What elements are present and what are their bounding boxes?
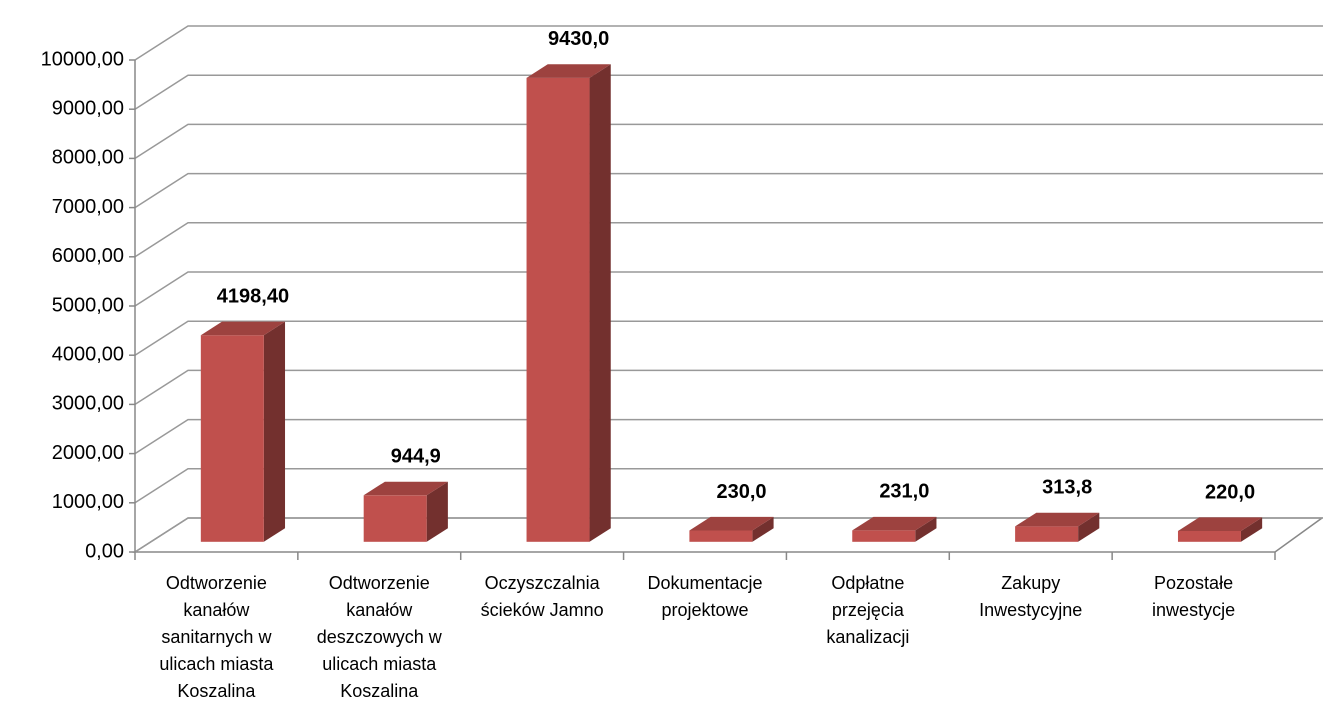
value-label: 4198,40 xyxy=(217,286,289,308)
bar xyxy=(526,77,590,542)
y-tick-label: 0,00 xyxy=(85,540,124,562)
grid-line xyxy=(134,517,1323,553)
bar-top xyxy=(526,64,611,78)
bar-top xyxy=(200,321,286,336)
bar-top xyxy=(1177,517,1263,531)
bar-side xyxy=(589,64,611,542)
bar xyxy=(1015,526,1079,542)
value-label: 944,9 xyxy=(391,446,441,468)
grid-line xyxy=(134,418,1323,455)
value-label: 231,0 xyxy=(879,481,929,503)
bar xyxy=(1177,530,1241,542)
value-label: 313,8 xyxy=(1042,477,1092,499)
grid-line xyxy=(134,172,1323,209)
y-tick-label: 10000,00 xyxy=(41,48,124,70)
y-tick-label: 5000,00 xyxy=(52,294,124,316)
bar-top xyxy=(363,481,448,496)
bar-side xyxy=(1078,512,1100,542)
y-tick-label: 2000,00 xyxy=(52,442,124,464)
grid-line xyxy=(134,271,1323,307)
bar-side xyxy=(915,516,937,542)
x-tick-label: Zakupy Inwestycyjne xyxy=(979,573,1083,620)
bar-top xyxy=(689,516,774,531)
grid-line xyxy=(134,25,1323,61)
grid-line xyxy=(134,320,1323,356)
y-tick-label: 3000,00 xyxy=(52,393,124,415)
y-tick-label: 1000,00 xyxy=(52,491,124,513)
x-tick-label: Odtworzenie kanałów sanitarnych w ulicac… xyxy=(159,573,274,701)
bar-side xyxy=(1240,517,1263,542)
bar xyxy=(852,530,916,542)
x-tick-label: Odpłatne przejęcia kanalizacji xyxy=(826,573,910,647)
bar-side xyxy=(426,481,448,542)
bar-top xyxy=(852,516,937,531)
y-tick-label: 7000,00 xyxy=(52,196,124,218)
grid-line xyxy=(134,468,1323,504)
x-tick-label: Pozostałe inwestycje xyxy=(1152,573,1236,620)
value-label: 220,0 xyxy=(1205,481,1255,503)
bar-top xyxy=(1015,512,1100,527)
bar xyxy=(689,530,753,542)
bar xyxy=(363,495,427,542)
bar-side xyxy=(263,321,286,542)
y-tick-label: 9000,00 xyxy=(52,97,124,119)
grid-line xyxy=(134,74,1323,110)
x-tick-label: Oczyszczalnia ścieków Jamno xyxy=(480,573,604,620)
grid-line xyxy=(134,369,1323,406)
x-tick-label: Dokumentacje projektowe xyxy=(647,573,763,620)
bar-side xyxy=(752,516,774,542)
value-label: 230,0 xyxy=(716,481,766,503)
y-tick-label: 6000,00 xyxy=(52,245,124,267)
x-tick-label: Odtworzenie kanałów deszczowych w ulicac… xyxy=(316,573,442,701)
bar xyxy=(200,335,264,542)
grid-line xyxy=(134,222,1323,258)
grid-line xyxy=(134,123,1323,160)
y-tick-label: 8000,00 xyxy=(52,147,124,169)
value-label: 9430,0 xyxy=(548,28,609,50)
y-tick-label: 4000,00 xyxy=(52,343,124,365)
